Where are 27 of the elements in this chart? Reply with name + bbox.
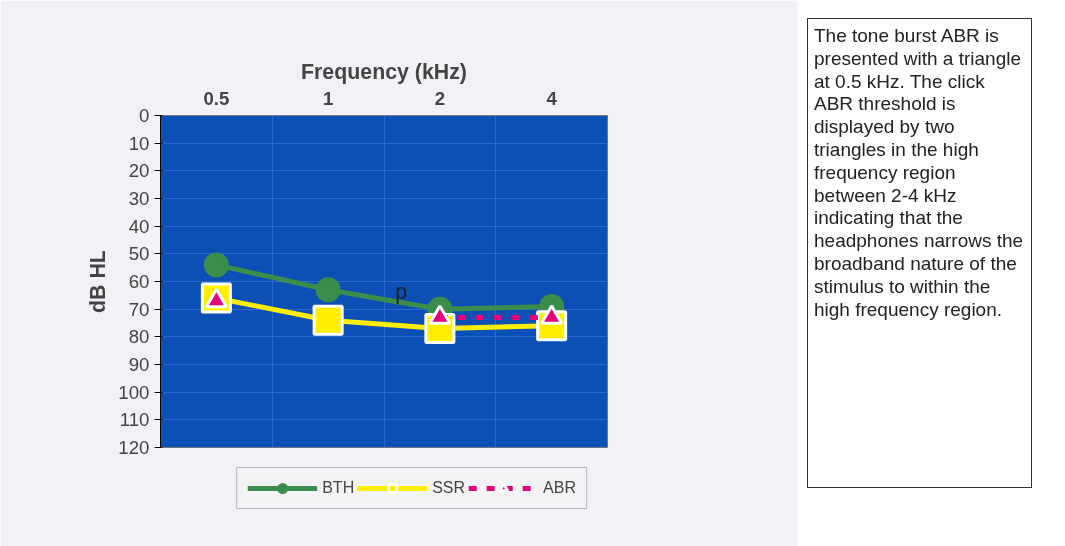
y-tick-label: 0: [139, 105, 150, 126]
y-tick-label: 100: [118, 381, 150, 403]
text: The tone burst ABR is presented with a triangle at 0.5 kHz. The click ABR threshold is displayed by two triangles in the high frequency region between 2-4 kHz indicating that the headphones narrows the broadband nature of the stimulus to within the high frequency region.: [814, 25, 1024, 320]
y-tick-label: 110: [119, 409, 150, 431]
y-tick-label: 70: [128, 298, 150, 320]
y-tick-label: 60: [128, 271, 150, 292]
point: [312, 304, 344, 336]
point: [315, 277, 341, 303]
x-tick-label: 0.5: [203, 87, 230, 109]
y-axis-title: dB HL: [86, 250, 111, 313]
legend-label: ABR: [543, 479, 576, 497]
y-tick-label: 40: [128, 215, 150, 237]
legend-label: SSR: [432, 479, 466, 497]
legend-label: BTH: [322, 479, 355, 497]
y-tick-label: 30: [128, 188, 150, 209]
y-tick-label: 10: [128, 132, 150, 154]
x-axis-title: Frequency (kHz): [301, 59, 467, 84]
x-tick-label: 1: [322, 87, 334, 109]
y-tick-label: 20: [128, 160, 150, 182]
y-tick-label: 80: [128, 326, 150, 348]
y-tick-label: 120: [118, 437, 150, 458]
annotation: p: [395, 279, 408, 304]
point: [203, 252, 229, 278]
x-tick-label: 2: [434, 87, 446, 109]
x-tick-label: 4: [546, 87, 558, 109]
y-tick-label: 50: [128, 243, 150, 265]
y-tick-label: 90: [128, 354, 150, 375]
